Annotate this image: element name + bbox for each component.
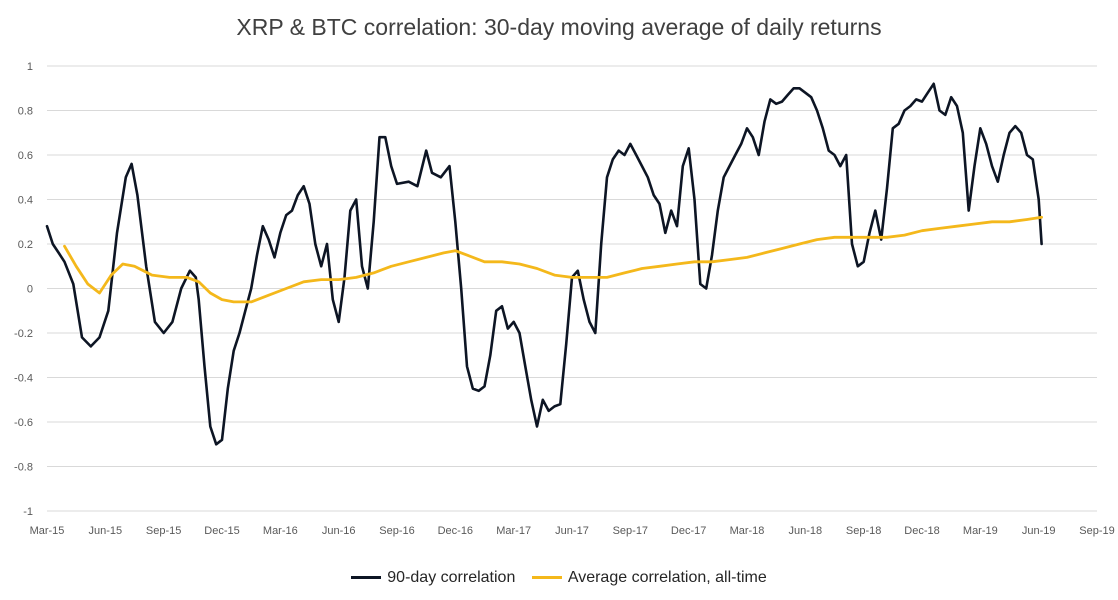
series-line-average-correlation [63,215,1043,304]
x-tick-label: Sep-16 [379,525,414,537]
x-tick-label: Mar-17 [496,525,531,537]
x-tick-label: Dec-17 [671,525,706,537]
y-tick-label: 1 [27,61,33,73]
x-tick-label: Sep-19 [1079,525,1114,537]
y-tick-label: -0.6 [14,417,33,429]
series-lines [45,82,1043,446]
x-tick-label: Jun-16 [322,525,356,537]
x-tick-label: Dec-15 [204,525,239,537]
x-tick-label: Sep-18 [846,525,881,537]
legend-item-90-day: 90-day correlation [351,569,515,587]
series-line-90-day-correlation [45,82,1043,446]
y-tick-label: -1 [23,506,33,518]
legend-item-average: Average correlation, all-time [531,568,767,587]
y-tick-label: 0.6 [18,150,33,162]
y-tick-label: -0.4 [14,373,33,385]
gridlines [47,65,1097,512]
legend: 90-day correlation Average correlation, … [0,566,1118,587]
axes: 1 0.8 0.6 0.4 0.2 0 -0.2 -0.4 -0.6 -0.8 -1 Mar-15 Ju… [14,61,1115,537]
x-tick-label: Dec-16 [438,525,473,537]
chart-title: XRP & BTC correlation: 30-day moving ave… [236,14,882,40]
x-tick-label: Jun-15 [89,525,123,537]
legend-label-average: Average correlation, all-time [567,568,767,586]
x-tick-label: Jun-18 [789,525,823,537]
y-tick-label: 0 [27,284,33,296]
y-tick-label: 0.8 [18,106,33,118]
legend-label-90-day: 90-day correlation [387,568,516,586]
y-tick-label: 0.2 [18,239,33,251]
x-tick-label: Mar-19 [963,525,998,537]
legend-swatch-90-day [351,576,382,579]
y-tick-label: -0.2 [14,328,33,340]
legend-swatch-average [531,576,562,579]
x-tick-label: Mar-15 [30,525,65,537]
x-tick-label: Mar-16 [263,525,298,537]
y-tick-label: -0.8 [14,462,33,474]
x-tick-label: Sep-17 [613,525,648,537]
x-tick-label: Mar-18 [730,525,765,537]
x-tick-label: Jun-17 [555,525,589,537]
x-tick-label: Sep-15 [146,525,181,537]
x-tick-label: Dec-18 [904,525,939,537]
y-tick-label: 0.4 [18,195,33,207]
x-tick-label: Jun-19 [1022,525,1056,537]
